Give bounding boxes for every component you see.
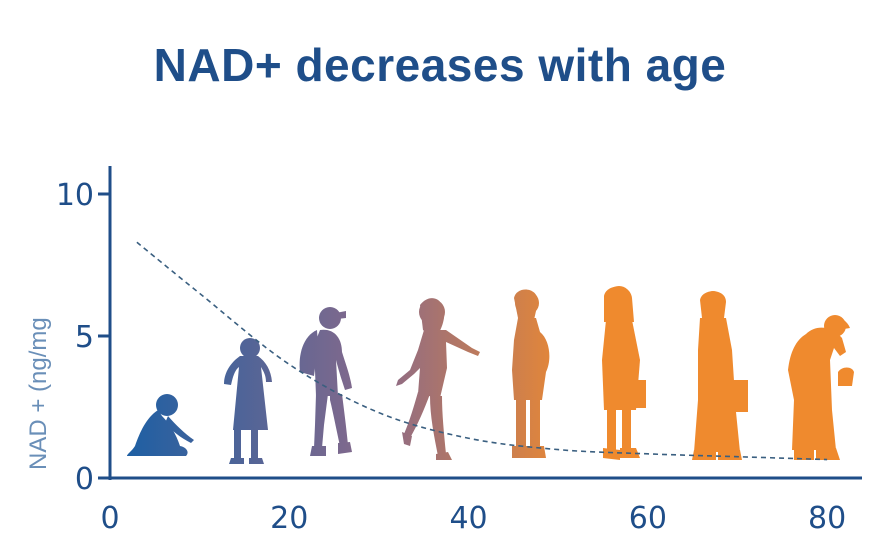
x-tick-label: 40 <box>449 501 487 536</box>
chart-title: NAD+ decreases with age <box>153 39 727 91</box>
mature-woman-silhouette <box>692 291 748 460</box>
x-tick-label: 60 <box>629 501 667 536</box>
adult-woman-silhouette <box>602 286 646 460</box>
y-axis-label: NAD + (ng/mg <box>25 317 52 470</box>
elderly-woman-silhouette <box>788 315 854 460</box>
y-tick-label: 0 <box>75 462 94 497</box>
nad-trend-line <box>136 241 828 461</box>
x-tick-label: 0 <box>100 501 119 536</box>
y-tick-label: 10 <box>56 178 94 213</box>
x-tick-label: 20 <box>270 501 308 536</box>
young-woman-silhouette <box>396 298 480 460</box>
baby-silhouette <box>127 394 194 456</box>
y-tick-label: 5 <box>75 320 94 355</box>
child-silhouette <box>224 338 272 464</box>
teen-silhouette <box>299 307 352 456</box>
x-tick-label: 80 <box>808 501 846 536</box>
pregnant-woman-silhouette <box>512 289 550 458</box>
